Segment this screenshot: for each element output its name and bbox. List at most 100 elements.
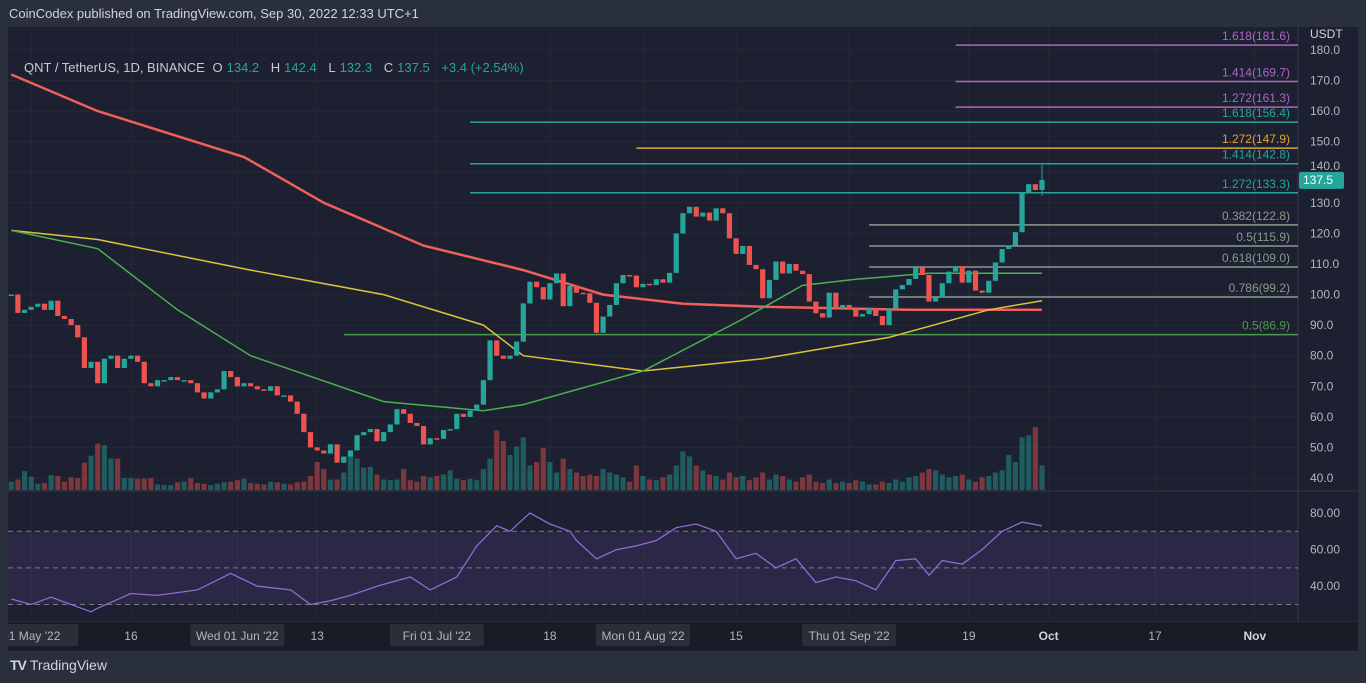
candle (141, 361, 147, 384)
legend-high: H 142.4 (271, 60, 321, 75)
volume-bar (354, 458, 360, 490)
candle (214, 389, 220, 393)
candle (115, 355, 121, 368)
candle (121, 358, 127, 368)
candle (294, 401, 300, 414)
volume-bar (766, 479, 772, 490)
volume-bar (620, 477, 626, 490)
candle (587, 293, 593, 303)
candle (534, 281, 540, 288)
candle (673, 233, 679, 273)
price-pane (8, 27, 1298, 622)
volume-bar (21, 471, 28, 490)
candle (480, 380, 486, 405)
volume-bar (873, 484, 879, 490)
volume-bar (88, 455, 94, 490)
volume-bar (221, 482, 227, 490)
chart-canvas[interactable]: 40.0 50.0 60.0 70.0 80.0 90.0 100.0 110.0 120.0 1… (8, 27, 1358, 651)
volume-bar (527, 465, 533, 490)
volume-bar (1012, 462, 1018, 490)
candle (520, 303, 526, 342)
volume-bar (141, 478, 147, 490)
candle (660, 279, 666, 283)
volume-bar (314, 462, 320, 490)
volume-bar (401, 469, 407, 490)
tradingview-logo[interactable]: TV TradingView (10, 657, 107, 673)
candle (228, 370, 234, 378)
candle (733, 238, 739, 254)
candle (108, 355, 114, 359)
volume-bar (833, 483, 839, 490)
candle (992, 262, 999, 281)
volume-bar (819, 483, 826, 490)
candle (321, 450, 327, 454)
volume-bar (168, 485, 174, 490)
legend-change: +3.4 (+2.54%) (441, 60, 524, 75)
volume-bar (593, 476, 600, 490)
volume-bar (720, 479, 726, 490)
moving-average-ma50 (11, 229, 1042, 412)
chart-frame[interactable]: 40.0 50.0 60.0 70.0 80.0 90.0 100.0 110.0 120.0 1… (8, 27, 1358, 651)
volume-bar (946, 477, 952, 490)
candle (873, 308, 879, 316)
fib-level-label: 0.382(122.8) (1222, 209, 1290, 223)
volume-bar (15, 479, 21, 490)
candle (101, 358, 107, 384)
volume-bar (999, 470, 1005, 490)
candle (540, 287, 546, 300)
volume-bar (793, 481, 799, 490)
volume-bar (161, 485, 167, 490)
time-tick-highlight (596, 624, 690, 646)
price-tick-label: 140.0 (1310, 159, 1340, 173)
candle (181, 380, 187, 382)
candle (780, 261, 786, 274)
candle (793, 263, 799, 271)
candle (507, 355, 513, 359)
volume-bar (75, 478, 81, 490)
candle (706, 212, 713, 221)
candle (467, 410, 473, 417)
candle (700, 212, 706, 217)
volume-bar (913, 476, 919, 490)
symbol-legend: QNT / TetherUS, 1D, BINANCE O 134.2 H 142.… (24, 60, 528, 75)
volume-bar (301, 481, 307, 490)
candle (972, 270, 979, 291)
candle (8, 294, 14, 297)
candle (161, 380, 167, 382)
candle (939, 283, 945, 298)
price-tick-label: 120.0 (1310, 226, 1340, 240)
legend-low-label: L (328, 60, 336, 75)
volume-bar (733, 477, 739, 490)
volume-bar (8, 481, 14, 490)
candle (607, 304, 613, 317)
candle (414, 422, 420, 427)
candle (420, 426, 427, 445)
volume-bar (600, 469, 606, 490)
candle (427, 438, 433, 445)
time-tick-label: Thu 01 Sep '22 (809, 629, 890, 643)
time-tick-label: 15 (729, 629, 743, 643)
candle (946, 271, 952, 284)
candle (926, 274, 932, 302)
legend-symbol[interactable]: QNT / TetherUS, 1D, BINANCE (24, 60, 205, 75)
fib-level-label: 1.272(147.9) (1222, 132, 1290, 146)
candle (268, 386, 274, 391)
candle (248, 383, 254, 387)
volume-bar (121, 478, 127, 490)
volume-bar (553, 472, 560, 490)
candle (407, 413, 413, 423)
candle (527, 281, 533, 304)
candle (514, 341, 520, 356)
time-tick-highlight (389, 624, 484, 646)
legend-low: L 132.3 (328, 60, 376, 75)
candle (1012, 232, 1018, 246)
volume-bar (919, 472, 925, 490)
volume-bar (334, 479, 340, 490)
candle (460, 413, 467, 417)
candle (726, 213, 733, 239)
volume-bar (740, 476, 746, 490)
volume-bar (115, 458, 121, 490)
price-tick-label: 170.0 (1310, 74, 1340, 88)
candle (440, 429, 447, 439)
fib-level-label: 1.272(161.3) (1222, 91, 1290, 105)
